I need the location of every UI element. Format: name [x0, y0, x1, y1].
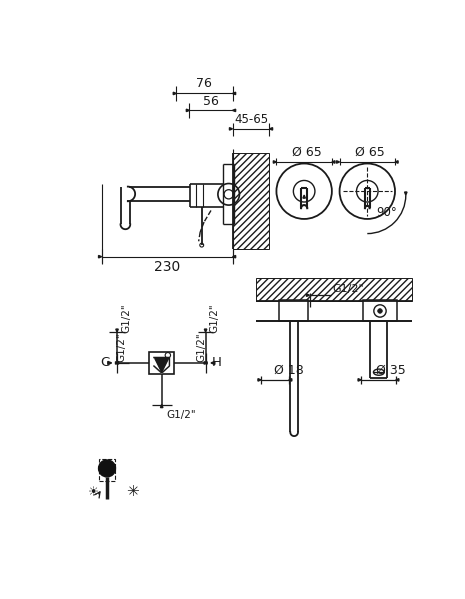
Polygon shape [108, 361, 112, 364]
Polygon shape [232, 255, 236, 258]
Polygon shape [405, 192, 407, 195]
Polygon shape [289, 379, 292, 381]
Polygon shape [204, 362, 207, 364]
Text: 45-65: 45-65 [234, 113, 268, 126]
Polygon shape [306, 294, 310, 297]
Polygon shape [160, 404, 163, 407]
Polygon shape [270, 128, 272, 130]
Polygon shape [211, 361, 215, 364]
Bar [149, 352, 174, 374]
Polygon shape [155, 358, 169, 372]
Circle shape [99, 460, 115, 477]
Text: G1/2": G1/2" [209, 304, 219, 333]
Polygon shape [232, 109, 236, 111]
Polygon shape [303, 195, 306, 198]
Polygon shape [258, 379, 261, 381]
Polygon shape [395, 161, 398, 163]
Polygon shape [186, 109, 189, 111]
Text: 56: 56 [203, 95, 219, 108]
Text: G1/2": G1/2" [117, 332, 126, 362]
Polygon shape [154, 358, 169, 373]
Polygon shape [204, 362, 207, 364]
Text: H: H [212, 356, 222, 370]
Polygon shape [99, 255, 102, 258]
Polygon shape [396, 379, 399, 381]
Bar [256, 279, 412, 301]
Text: C: C [100, 356, 109, 370]
Text: Ø 35: Ø 35 [376, 364, 405, 377]
Text: G1/2": G1/2" [332, 284, 365, 294]
Polygon shape [115, 362, 119, 364]
Bar [279, 300, 308, 320]
Polygon shape [358, 379, 361, 381]
Text: G1/2": G1/2" [121, 304, 131, 333]
Polygon shape [273, 161, 276, 163]
Text: ✳: ✳ [126, 484, 139, 499]
Polygon shape [337, 161, 339, 163]
Polygon shape [204, 329, 207, 332]
Bar [232, 153, 270, 249]
Polygon shape [115, 362, 119, 364]
Text: 76: 76 [197, 77, 213, 90]
Polygon shape [232, 92, 236, 95]
Text: G1/2": G1/2" [166, 410, 196, 420]
Text: Ø 65: Ø 65 [292, 146, 322, 159]
Text: ☀: ☀ [88, 486, 100, 500]
Text: 230: 230 [154, 260, 180, 274]
Text: G1/2": G1/2" [196, 332, 206, 362]
Polygon shape [229, 128, 232, 130]
Bar [99, 459, 115, 481]
Text: Ø 65: Ø 65 [355, 146, 385, 159]
Text: 90°: 90° [377, 205, 397, 219]
Circle shape [378, 308, 382, 313]
Polygon shape [116, 329, 118, 332]
Polygon shape [173, 92, 176, 95]
Polygon shape [332, 161, 335, 163]
Bar [364, 300, 397, 320]
Text: Ø 18: Ø 18 [274, 364, 304, 377]
